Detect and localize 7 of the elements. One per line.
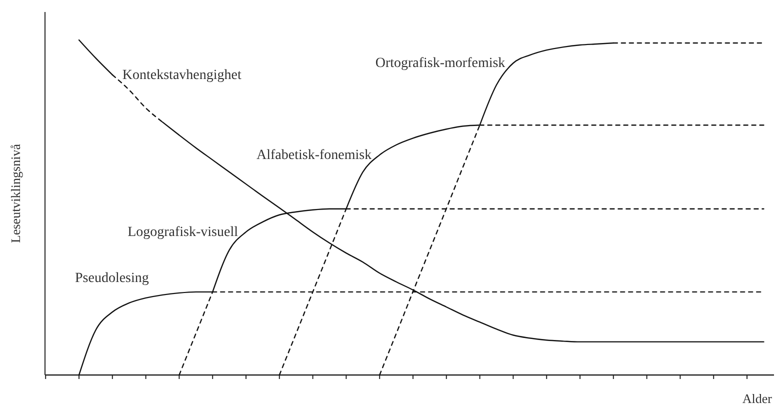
series-label: Alfabetisk-fonemisk <box>256 148 372 163</box>
y-axis-title: Leseutviklingsnivå <box>8 144 23 243</box>
series-label: Pseudolesing <box>75 270 149 286</box>
series-label: Logografisk-visuell <box>128 224 238 240</box>
series-label: Kontekstavhengighet <box>122 68 242 83</box>
x-axis-title: Alder <box>742 391 773 405</box>
series-label: Ortografisk-morfemisk <box>375 56 506 72</box>
